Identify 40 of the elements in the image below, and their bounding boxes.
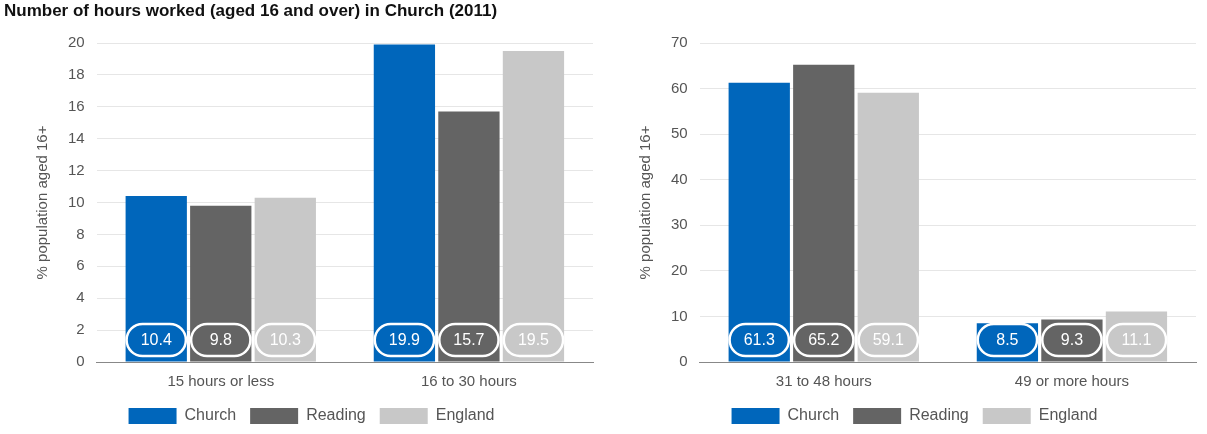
data-label: 9.8: [209, 331, 232, 349]
y-tick-label: 70: [671, 33, 688, 51]
y-tick-label: 40: [671, 169, 688, 187]
y-tick-label: 20: [671, 261, 688, 278]
data-label: 61.3: [743, 331, 775, 349]
y-tick-label: 60: [671, 78, 688, 96]
legend-label: Church: [787, 406, 840, 424]
x-tick-label: 49 or more hours: [1014, 372, 1130, 390]
data-label: 9.3: [1060, 331, 1084, 349]
y-tick-label: 20: [68, 33, 85, 51]
y-tick-label: 6: [76, 256, 85, 274]
x-tick-label: 15 hours or less: [167, 372, 275, 390]
legend-label: Church: [184, 406, 237, 424]
y-tick-label: 8: [76, 224, 85, 242]
legend-label: Reading: [909, 406, 969, 424]
data-label: 15.7: [453, 331, 485, 349]
y-tick-label: 14: [68, 128, 85, 146]
y-tick-label: 10: [68, 192, 85, 210]
legend-label: England: [435, 406, 495, 424]
y-tick-label: 0: [76, 352, 85, 370]
data-label: 65.2: [808, 331, 840, 349]
y-tick-label: 18: [68, 65, 85, 83]
data-label: 10.4: [140, 331, 172, 349]
y-tick-label: 12: [68, 160, 85, 178]
y-tick-label: 2: [76, 320, 85, 338]
legend-label: Reading: [306, 406, 366, 424]
legend-label: England: [1038, 406, 1098, 424]
y-tick-label: 4: [76, 288, 85, 306]
y-tick-label: 0: [679, 352, 688, 370]
y-axis-title: % population aged 16+: [33, 125, 51, 280]
x-tick-label: 31 to 48 hours: [775, 372, 872, 390]
chart-title: Number of hours worked (aged 16 and over) in Church (2011): [3, 0, 499, 22]
y-tick-label: 16: [68, 96, 85, 114]
y-tick-label: 10: [671, 306, 688, 324]
y-tick-label: 30: [671, 215, 688, 233]
y-tick-label: 50: [671, 124, 688, 142]
x-tick-label: 16 to 30 hours: [420, 372, 517, 390]
data-label: 8.5: [996, 331, 1019, 349]
y-axis-title: % population aged 16+: [636, 125, 654, 280]
data-label: 19.9: [388, 331, 421, 349]
